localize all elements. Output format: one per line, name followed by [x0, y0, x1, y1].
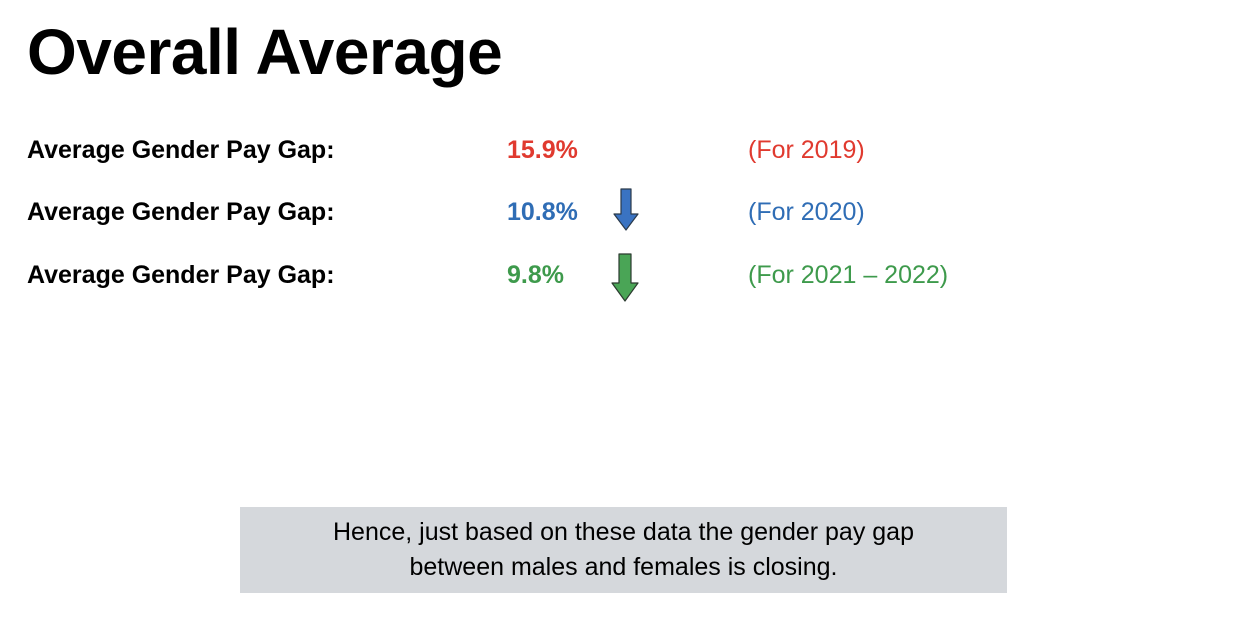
pay-gap-label: Average Gender Pay Gap: [27, 198, 335, 226]
conclusion-callout: Hence, just based on these data the gend… [240, 507, 1007, 593]
pay-gap-period: (For 2021 – 2022) [748, 261, 949, 289]
pay-gap-row-2020: Average Gender Pay Gap: 10.8% (For 2020) [0, 188, 1251, 232]
pay-gap-period: (For 2020) [748, 198, 865, 226]
pay-gap-value: 10.8% [507, 198, 578, 226]
page-title: Overall Average [27, 16, 503, 88]
down-arrow-icon [611, 253, 639, 302]
conclusion-line-1: Hence, just based on these data the gend… [333, 518, 914, 546]
pay-gap-value: 9.8% [507, 261, 564, 289]
pay-gap-period: (For 2019) [748, 136, 865, 164]
conclusion-line-2: between males and females is closing. [409, 553, 838, 581]
pay-gap-label: Average Gender Pay Gap: [27, 136, 335, 164]
pay-gap-row-2021-2022: Average Gender Pay Gap: 9.8% (For 2021 –… [0, 253, 1251, 302]
pay-gap-row-2019: Average Gender Pay Gap: 15.9% (For 2019) [0, 130, 1251, 170]
pay-gap-value: 15.9% [507, 136, 578, 164]
down-arrow-icon [613, 188, 639, 231]
pay-gap-label: Average Gender Pay Gap: [27, 261, 335, 289]
